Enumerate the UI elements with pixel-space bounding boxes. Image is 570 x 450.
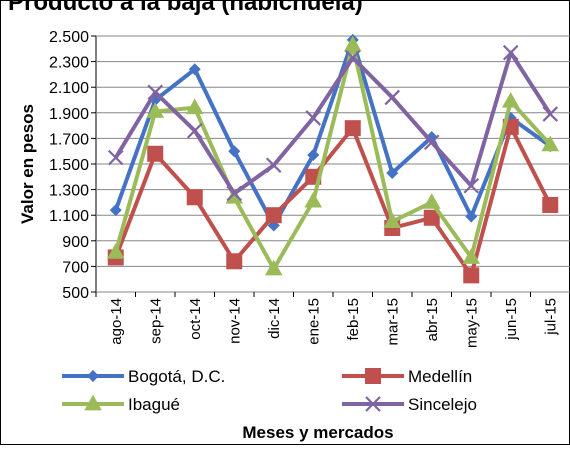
legend-label: Medellín [408,367,472,386]
data-point [383,212,402,228]
y-tick-label: 700 [62,259,89,276]
x-tick-label: mar-15 [384,298,401,346]
data-point [147,84,164,101]
data-point [344,120,361,137]
x-tick-label: feb-15 [345,298,362,341]
series-line [113,42,552,271]
y-axis-ticks: 500 700 900 1.100 1.300 1.500 1.700 1.900 2.100 2… [49,29,96,302]
legend-label: Ibagué [128,395,180,414]
x-tick-label: jul-15 [542,298,559,336]
legend-label: Sincelejo [408,395,477,414]
data-point [384,89,401,106]
data-point [146,102,165,118]
x-tick-label: may-15 [463,298,480,348]
data-point [305,110,322,126]
data-point [542,106,559,122]
data-point [501,92,520,108]
series-line [113,37,552,228]
data-point [109,204,122,217]
x-tick-label: ago-14 [108,298,125,345]
data-point [188,63,201,76]
data-point [463,177,480,194]
data-point [462,248,481,264]
data-point [542,196,559,213]
data-point [186,189,203,206]
y-axis-title: Valor en pesos [18,104,37,224]
x-tick-label: dic-14 [266,298,283,339]
data-point [147,145,164,162]
data-point [344,49,361,66]
y-tick-label: 1.700 [49,131,89,148]
y-tick-label: 900 [62,234,89,251]
data-point [185,98,204,115]
data-point [502,44,519,61]
x-tick-label: oct-14 [187,298,204,340]
data-point [463,267,480,284]
data-point [541,135,560,152]
data-point [465,210,478,223]
data-point [186,122,203,139]
y-tick-label: 1.900 [49,106,89,123]
x-tick-label: nov-14 [226,298,243,344]
data-point [265,207,282,224]
x-axis-ticks: ago-14 sep-14 oct-14 nov-14 dic-14 ene-15 feb-… [95,292,559,348]
data-point [226,253,243,270]
data-point [304,191,323,208]
data-point [264,259,283,276]
data-point [226,185,243,202]
data-point [423,209,440,226]
data-point [106,243,125,259]
y-tick-label: 2.300 [49,55,89,72]
x-tick-label: abr-15 [424,298,441,341]
y-tick-label: 1.500 [49,157,89,174]
series-group [106,33,560,284]
data-point [307,149,320,162]
data-point [423,134,440,151]
y-tick-label: 500 [62,285,89,302]
x-tick-label: jun-15 [503,298,520,341]
legend-marker [365,396,381,412]
legend-marker [365,368,381,384]
y-tick-label: 1.100 [49,208,89,225]
chart-title: Producto a la baja (habichuela) [8,0,363,16]
y-tick-label: 1.300 [49,183,89,200]
data-point [265,157,282,174]
data-point [343,35,362,52]
x-tick-label: ene-15 [305,298,322,345]
data-point [422,193,441,209]
legend-marker [87,370,99,382]
y-tick-label: 2.100 [49,80,89,97]
legend-label: Bogotá, D.C. [128,367,225,386]
data-point [228,145,241,158]
y-tick-label: 2.500 [49,29,89,46]
data-point [107,149,124,166]
data-point [225,188,244,204]
legend-marker [84,394,102,411]
x-axis-title: Meses y mercados [242,423,393,442]
x-tick-label: sep-14 [147,298,164,344]
legend: Bogotá, D.C. Medellín Ibagué Sincelejo [62,367,477,414]
data-point [386,166,399,179]
